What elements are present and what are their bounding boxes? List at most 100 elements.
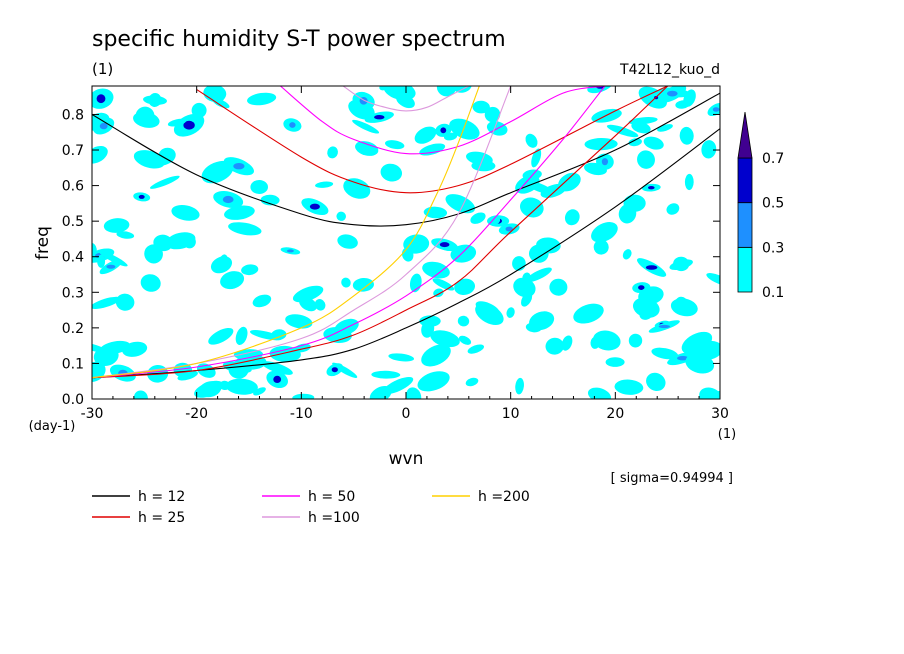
- colorbar-label: 0.3: [762, 240, 784, 256]
- contour-patch: [638, 286, 664, 305]
- contour-patch: [515, 377, 524, 395]
- axis-ticks: -30 -20 -10 0 10 20 30 0.0 0.1 0.2 0.3 0.4 0.5 0.6 0.7…: [62, 86, 729, 422]
- contour-core: [233, 163, 245, 170]
- contour-patch: [158, 147, 176, 164]
- contour-patch: [417, 371, 450, 392]
- colorbar-label: 0.5: [762, 196, 784, 212]
- x-tick-label: -20: [185, 406, 208, 422]
- contour-patch: [220, 271, 245, 290]
- contour-patch: [666, 203, 680, 215]
- contour-patch: [315, 181, 334, 188]
- contour-patch: [140, 274, 161, 292]
- contour-patch: [525, 267, 552, 283]
- contour-patch: [591, 222, 618, 243]
- colorbar-extension: [737, 111, 753, 159]
- contour-core: [638, 285, 645, 290]
- contour-patch: [421, 320, 435, 338]
- series-line-100-a: [342, 86, 470, 112]
- colorbar-label: 0.7: [762, 151, 784, 167]
- contour-patch: [443, 132, 458, 141]
- contour-patch: [212, 98, 230, 109]
- contour-patch: [587, 387, 612, 399]
- contour-patch: [133, 390, 148, 399]
- contour-patch: [149, 175, 180, 189]
- contour-patch: [385, 140, 405, 150]
- colorbar: 0.1 0.3 0.5 0.7: [737, 111, 784, 301]
- contour-patch: [92, 296, 121, 309]
- y-tick-label: 0.0: [62, 392, 84, 408]
- plot-area: -30 -20 -10 0 10 20 30 0.0 0.1 0.2 0.3 0.4 0.5 0.6 0.7…: [62, 85, 729, 422]
- y-tick-label: 0.4: [62, 250, 84, 266]
- x-tick-label: 20: [606, 406, 624, 422]
- contour-patch: [250, 179, 268, 195]
- contour-patch: [269, 345, 301, 363]
- contour-patch: [669, 259, 693, 270]
- contour-core: [505, 226, 513, 232]
- contour-patch: [561, 335, 573, 351]
- contour-patch: [92, 146, 108, 164]
- contour-patch: [414, 126, 437, 144]
- contour-patch: [558, 172, 581, 192]
- contour-patch: [314, 299, 326, 311]
- colorbar-segment: [737, 246, 753, 293]
- contour-patch: [323, 327, 352, 343]
- contour-patch: [194, 380, 224, 398]
- contour-patch: [453, 86, 472, 93]
- y-tick-label: 0.3: [62, 285, 84, 301]
- contour-patch: [380, 163, 403, 182]
- contour-patch: [628, 333, 643, 348]
- contour-patch: [421, 344, 451, 367]
- contour-patch: [165, 232, 196, 250]
- contour-patch: [210, 256, 233, 274]
- contour-patch: [352, 277, 374, 292]
- contour-core: [667, 90, 678, 97]
- series-line-12-a: [92, 92, 720, 227]
- contour-core: [289, 122, 296, 128]
- x-tick-label: 10: [502, 406, 520, 422]
- series-line-200-b: [92, 86, 480, 379]
- run-label: T42L12_kuo_d: [619, 62, 720, 78]
- contour-patch: [252, 294, 272, 308]
- series-line-12-b: [92, 128, 720, 379]
- contour-patch: [201, 160, 234, 184]
- contour-patch: [144, 244, 163, 264]
- contour-patch: [219, 380, 230, 391]
- contour-core: [648, 186, 655, 190]
- contour-patch: [670, 298, 698, 317]
- chart-title: specific humidity S-T power spectrum: [92, 27, 506, 52]
- contour-patch: [436, 86, 457, 97]
- contour-patch: [241, 264, 259, 276]
- contour-patch: [470, 212, 486, 224]
- contour-patch: [430, 330, 460, 348]
- contour-patch: [445, 194, 476, 214]
- contour-core: [222, 195, 234, 204]
- x-tick-label: -10: [290, 406, 313, 422]
- contour-patch: [148, 93, 162, 107]
- contour-patch: [631, 121, 651, 134]
- contour-patch: [228, 222, 262, 236]
- contour-patch: [484, 106, 501, 123]
- contour-patch: [224, 205, 255, 220]
- contour-patch: [467, 344, 484, 354]
- contour-patch: [247, 92, 277, 106]
- contour-patch: [419, 143, 446, 156]
- contour-patch: [622, 249, 632, 260]
- colorbar-segment: [737, 157, 753, 204]
- contour-patch: [167, 118, 187, 127]
- series-line-50-a: [280, 86, 605, 155]
- contour-patch: [299, 296, 317, 312]
- colorbar-segment: [737, 202, 753, 248]
- contour-patch: [628, 138, 642, 147]
- series-line-25-a: [196, 86, 668, 194]
- contour-patch: [713, 390, 720, 399]
- contour-core: [309, 203, 320, 210]
- legend-label: h =200: [478, 489, 530, 505]
- contour-patch: [292, 285, 324, 303]
- legend-label: h = 12: [138, 489, 185, 505]
- contour-patch: [235, 326, 248, 345]
- sigma-label: [ sigma=0.94994 ]: [611, 471, 733, 486]
- contour-patch: [103, 218, 130, 233]
- contour-patch: [196, 363, 216, 378]
- contour-core: [712, 107, 720, 112]
- contour-patch: [525, 133, 538, 148]
